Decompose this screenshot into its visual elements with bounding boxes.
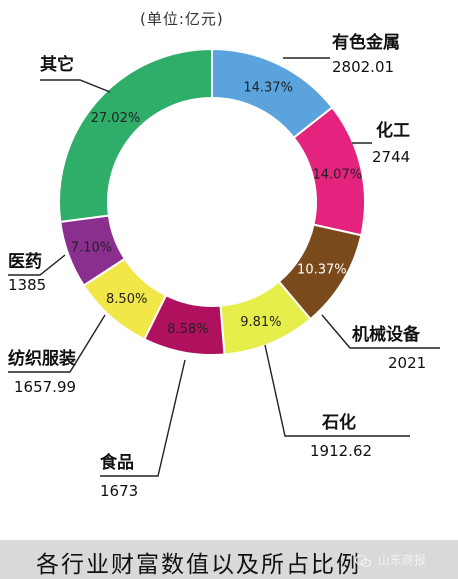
percent-label-2: 10.37%: [297, 263, 347, 278]
percent-label-5: 8.50%: [106, 292, 147, 307]
category-label-4: 食品: [100, 452, 134, 473]
watermark-text: 山东商报: [377, 553, 426, 567]
percent-label-6: 7.10%: [71, 241, 112, 256]
category-label-2: 机械设备: [352, 324, 421, 345]
callout-line-3: [264, 344, 410, 437]
value-label-5: 1657.99: [14, 378, 76, 396]
value-label-4: 1673: [100, 482, 138, 500]
unit-label: (单位:亿元): [140, 10, 224, 28]
category-label-6: 医药: [8, 251, 42, 272]
donut-chart: 14.37% 14.07% 10.37% 9.81% 8.58% 8.50% 7.10% 27…: [8, 32, 440, 500]
percent-label-0: 14.37%: [243, 80, 293, 95]
callout-line-2: [321, 314, 440, 349]
percent-label-7: 27.02%: [91, 111, 141, 126]
value-label-1: 2744: [372, 148, 410, 166]
value-label-0: 2802.01: [332, 58, 394, 76]
footer-title: 各行业财富数值以及所占比例: [36, 552, 361, 578]
category-label-7: 其它: [40, 54, 74, 75]
percent-label-4: 8.58%: [167, 322, 208, 337]
category-label-3: 石化: [321, 412, 356, 433]
category-label-0: 有色金属: [332, 32, 400, 53]
percent-label-1: 14.07%: [313, 168, 363, 183]
footer-bar: 各行业财富数值以及所占比例 山东商报: [0, 540, 458, 579]
category-label-1: 化工: [376, 120, 410, 141]
category-label-5: 纺织服装: [8, 348, 76, 369]
wechat-icon: [355, 554, 371, 567]
watermark: 山东商报: [355, 551, 426, 568]
callout-line-6: [8, 254, 66, 276]
callout-line-5: [8, 314, 106, 373]
value-label-3: 1912.62: [310, 442, 372, 460]
callout-line-7: [40, 79, 111, 93]
percent-label-3: 9.81%: [240, 315, 281, 330]
chart-area: (单位:亿元) 14.37% 14.07% 10.37% 9.81% 8.58% 8.50…: [8, 10, 440, 500]
value-label-2: 2021: [388, 354, 426, 372]
value-label-6: 1385: [8, 276, 46, 294]
slice-7: [58, 47, 213, 223]
callout-line-4: [100, 359, 186, 477]
